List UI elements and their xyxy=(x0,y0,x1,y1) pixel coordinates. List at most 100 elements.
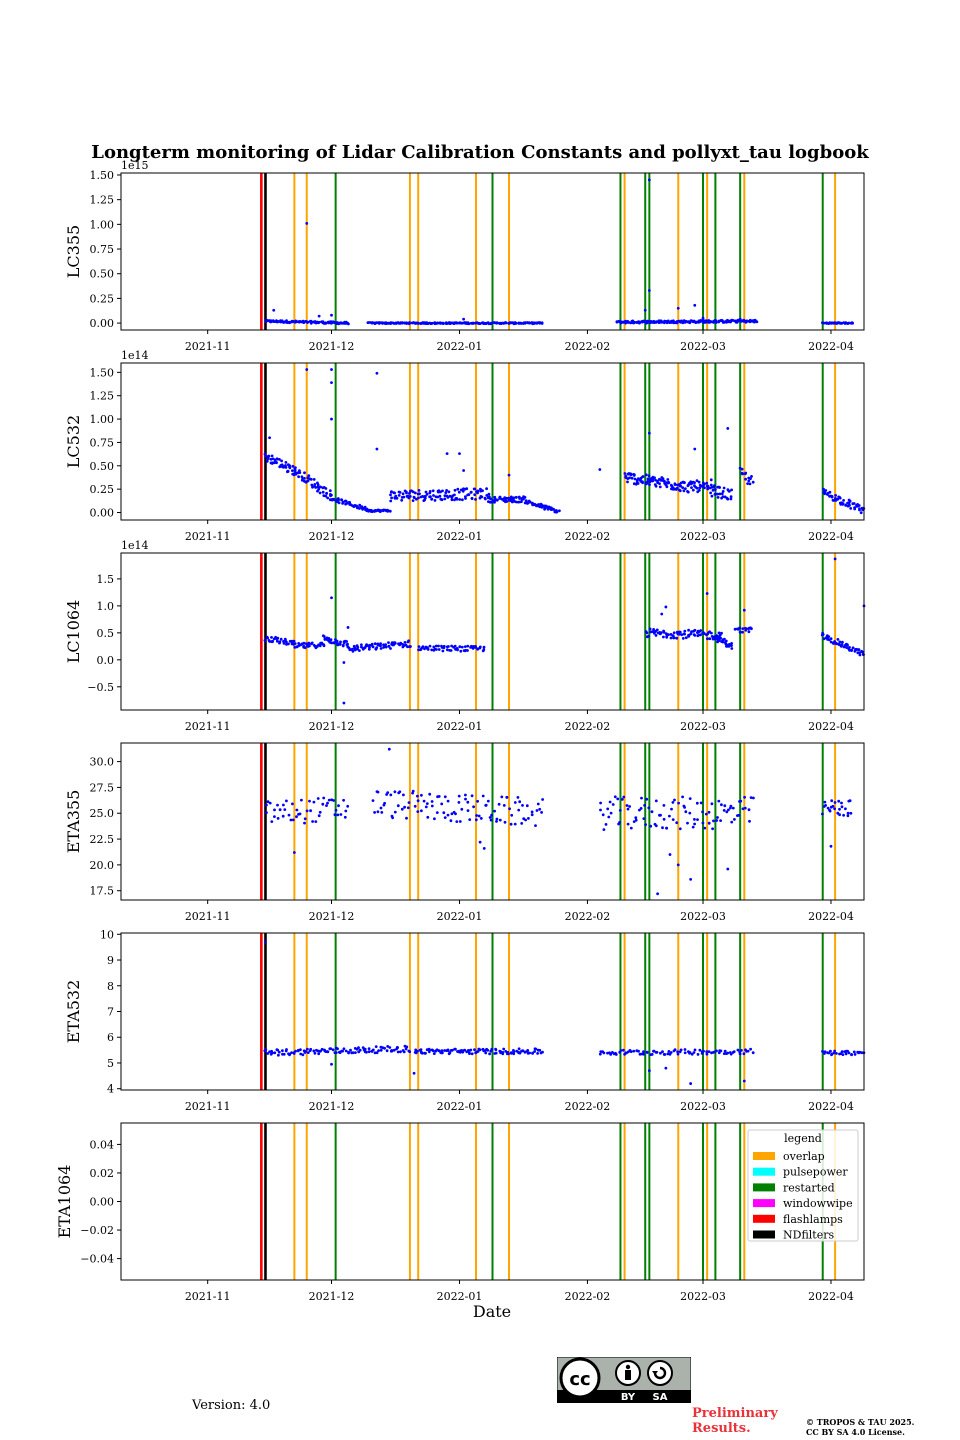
data-point xyxy=(424,805,428,809)
data-point xyxy=(270,454,274,458)
data-point xyxy=(705,592,709,595)
data-point xyxy=(693,1048,697,1052)
data-point xyxy=(828,809,832,813)
data-point xyxy=(639,476,643,480)
data-point xyxy=(718,492,722,496)
data-point xyxy=(651,479,655,483)
data-point xyxy=(613,795,617,799)
data-point xyxy=(295,808,299,812)
data-point xyxy=(389,647,392,650)
data-point xyxy=(667,1050,671,1053)
data-point xyxy=(845,646,848,649)
data-points xyxy=(263,557,866,705)
data-point xyxy=(307,642,311,646)
data-point xyxy=(733,627,737,631)
data-point xyxy=(473,487,477,491)
data-point xyxy=(602,828,606,831)
data-point xyxy=(729,1052,733,1056)
data-point xyxy=(521,804,524,807)
data-point xyxy=(672,636,676,640)
x-tick-label: 2022-01 xyxy=(437,1290,483,1303)
data-point xyxy=(654,634,658,637)
data-point xyxy=(346,804,350,808)
data-point xyxy=(332,799,335,802)
cc-icon: cc xyxy=(559,1357,601,1399)
data-point xyxy=(484,1051,488,1055)
data-point xyxy=(413,804,417,808)
data-point xyxy=(755,320,759,324)
data-point xyxy=(598,468,602,471)
data-point xyxy=(523,321,527,325)
sa-label: SA xyxy=(653,1392,668,1403)
y-offset-multiplier: 1e14 xyxy=(121,539,149,552)
data-point xyxy=(699,801,703,805)
data-point xyxy=(661,826,664,830)
data-point xyxy=(670,807,673,811)
data-point xyxy=(346,645,350,649)
data-point xyxy=(643,308,647,312)
data-point xyxy=(647,289,651,292)
data-point xyxy=(299,1048,302,1051)
data-point xyxy=(386,791,390,794)
data-point xyxy=(648,483,651,486)
data-point xyxy=(273,815,276,818)
panel-eta532: 4 5 6 7 8 9 10 2021-11 2021-12 2022-01 2022-02 2022… xyxy=(64,928,866,1113)
data-point xyxy=(512,1052,516,1056)
data-point xyxy=(721,490,725,493)
data-point xyxy=(264,940,267,944)
data-point xyxy=(457,490,461,494)
data-point xyxy=(273,808,276,812)
data-point xyxy=(842,499,845,502)
figure-title: Longterm monitoring of Lidar Calibration… xyxy=(91,142,869,163)
data-point xyxy=(287,642,290,646)
data-point xyxy=(276,636,280,640)
data-point xyxy=(534,824,537,827)
data-point xyxy=(481,794,485,798)
data-point xyxy=(347,1050,350,1054)
data-point xyxy=(840,805,844,809)
data-point xyxy=(833,801,837,804)
data-point xyxy=(824,804,827,807)
data-point xyxy=(684,487,687,490)
data-point xyxy=(528,321,532,325)
data-point xyxy=(713,1050,716,1054)
data-point xyxy=(470,644,473,648)
data-point xyxy=(752,796,755,800)
data-point xyxy=(385,1049,389,1053)
data-point xyxy=(430,497,434,501)
data-point xyxy=(390,1049,394,1052)
data-point xyxy=(497,802,501,806)
data-point xyxy=(270,636,273,639)
data-point xyxy=(386,509,390,513)
x-tick-label: 2022-03 xyxy=(680,720,726,733)
data-point xyxy=(708,637,712,641)
data-point xyxy=(738,1052,742,1056)
data-point xyxy=(838,807,841,811)
data-point xyxy=(458,820,462,823)
data-point xyxy=(743,806,747,810)
data-point xyxy=(599,801,602,805)
data-point xyxy=(272,637,276,641)
data-point xyxy=(664,1066,668,1070)
data-point xyxy=(440,498,444,502)
data-point xyxy=(313,1051,317,1055)
data-point xyxy=(714,321,718,324)
data-point xyxy=(402,1050,406,1054)
data-point xyxy=(702,1049,705,1053)
data-point xyxy=(263,639,267,642)
data-point xyxy=(446,799,450,803)
data-point xyxy=(485,487,488,491)
data-point xyxy=(701,810,704,814)
y-tick-label: −0.02 xyxy=(80,1224,114,1237)
data-point xyxy=(432,494,435,497)
data-point xyxy=(655,628,659,632)
data-point xyxy=(393,642,397,645)
panel-eta355: 17.5 20.0 22.5 25.0 27.5 30.0 2021-11 2021-12 20… xyxy=(64,742,865,923)
data-point xyxy=(408,492,411,495)
data-point xyxy=(833,557,837,561)
data-point xyxy=(654,824,658,828)
data-point xyxy=(822,487,825,491)
data-point xyxy=(822,321,826,325)
data-point xyxy=(321,486,325,490)
data-points xyxy=(263,940,866,1085)
